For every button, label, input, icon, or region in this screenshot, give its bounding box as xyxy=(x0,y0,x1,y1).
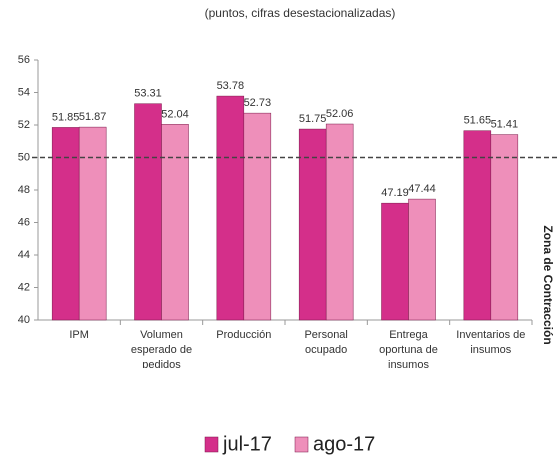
bar xyxy=(78,126,107,321)
value-label: 53.78 xyxy=(217,80,245,92)
legend-label: jul-17 xyxy=(222,433,272,455)
bar xyxy=(325,123,354,321)
value-label: 47.19 xyxy=(381,187,409,199)
x-tick-label-box: Inventarios de insumos xyxy=(456,329,526,356)
value-label: 52.06 xyxy=(326,108,354,120)
value-label: 51.65 xyxy=(464,115,492,127)
value-label: 47.44 xyxy=(408,183,436,195)
x-tick-label: IPM xyxy=(69,329,89,341)
y-tick-label: 48 xyxy=(18,184,30,196)
bar xyxy=(298,128,327,321)
bar xyxy=(243,112,272,321)
bar xyxy=(490,134,519,321)
bar xyxy=(134,103,162,321)
value-label: 51.41 xyxy=(491,118,519,130)
x-tick-label: Producción xyxy=(216,329,272,341)
x-tick-label-box: Volumen esperado de pedidos xyxy=(130,329,193,368)
x-tick-label-box: Entrega oportuna de insumos xyxy=(379,329,438,368)
x-tick-label: Inventarios de insumos xyxy=(456,329,526,356)
legend-label: ago-17 xyxy=(313,433,375,455)
y-tick-label: 56 xyxy=(18,54,30,66)
y-tick-label: 40 xyxy=(18,314,30,326)
y-tick-label: 50 xyxy=(18,151,30,163)
value-label: 51.87 xyxy=(79,111,107,123)
x-tick-label-box: Producción xyxy=(216,329,272,341)
x-tick-label: Volumen esperado de pedidos xyxy=(130,329,193,368)
bar xyxy=(408,198,436,321)
legend-swatch xyxy=(204,436,219,453)
legend-swatch xyxy=(294,436,309,453)
value-label: 51.75 xyxy=(299,113,327,125)
bar xyxy=(381,202,409,321)
bar xyxy=(51,127,80,321)
y-tick-label: 44 xyxy=(18,249,30,261)
x-tick-label: Personal ocupado xyxy=(304,329,348,356)
y-tick-label: 46 xyxy=(18,216,30,228)
bar xyxy=(216,95,245,321)
y-tick-label: 42 xyxy=(18,281,30,293)
value-label: 53.31 xyxy=(134,88,162,100)
x-tick-label-box: IPM xyxy=(69,329,89,341)
value-label: 52.04 xyxy=(161,108,189,120)
x-tick-label: Entrega oportuna de insumos xyxy=(379,329,438,368)
bar xyxy=(161,124,189,321)
value-label: 51.85 xyxy=(52,111,80,123)
chart-title: (puntos, cifras desestacionalizadas) xyxy=(205,6,396,20)
y-tick-label: 54 xyxy=(18,86,30,98)
annotation: Zona de Contracción xyxy=(541,225,555,344)
value-label: 52.73 xyxy=(244,97,272,109)
bar xyxy=(463,130,492,321)
x-tick-label-box: Personal ocupado xyxy=(304,329,348,356)
y-tick-label: 52 xyxy=(18,119,30,131)
